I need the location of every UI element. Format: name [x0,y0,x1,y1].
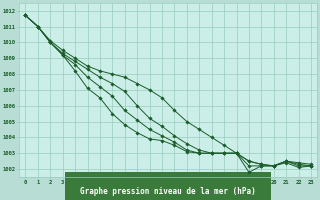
X-axis label: Graphe pression niveau de la mer (hPa): Graphe pression niveau de la mer (hPa) [80,187,256,196]
